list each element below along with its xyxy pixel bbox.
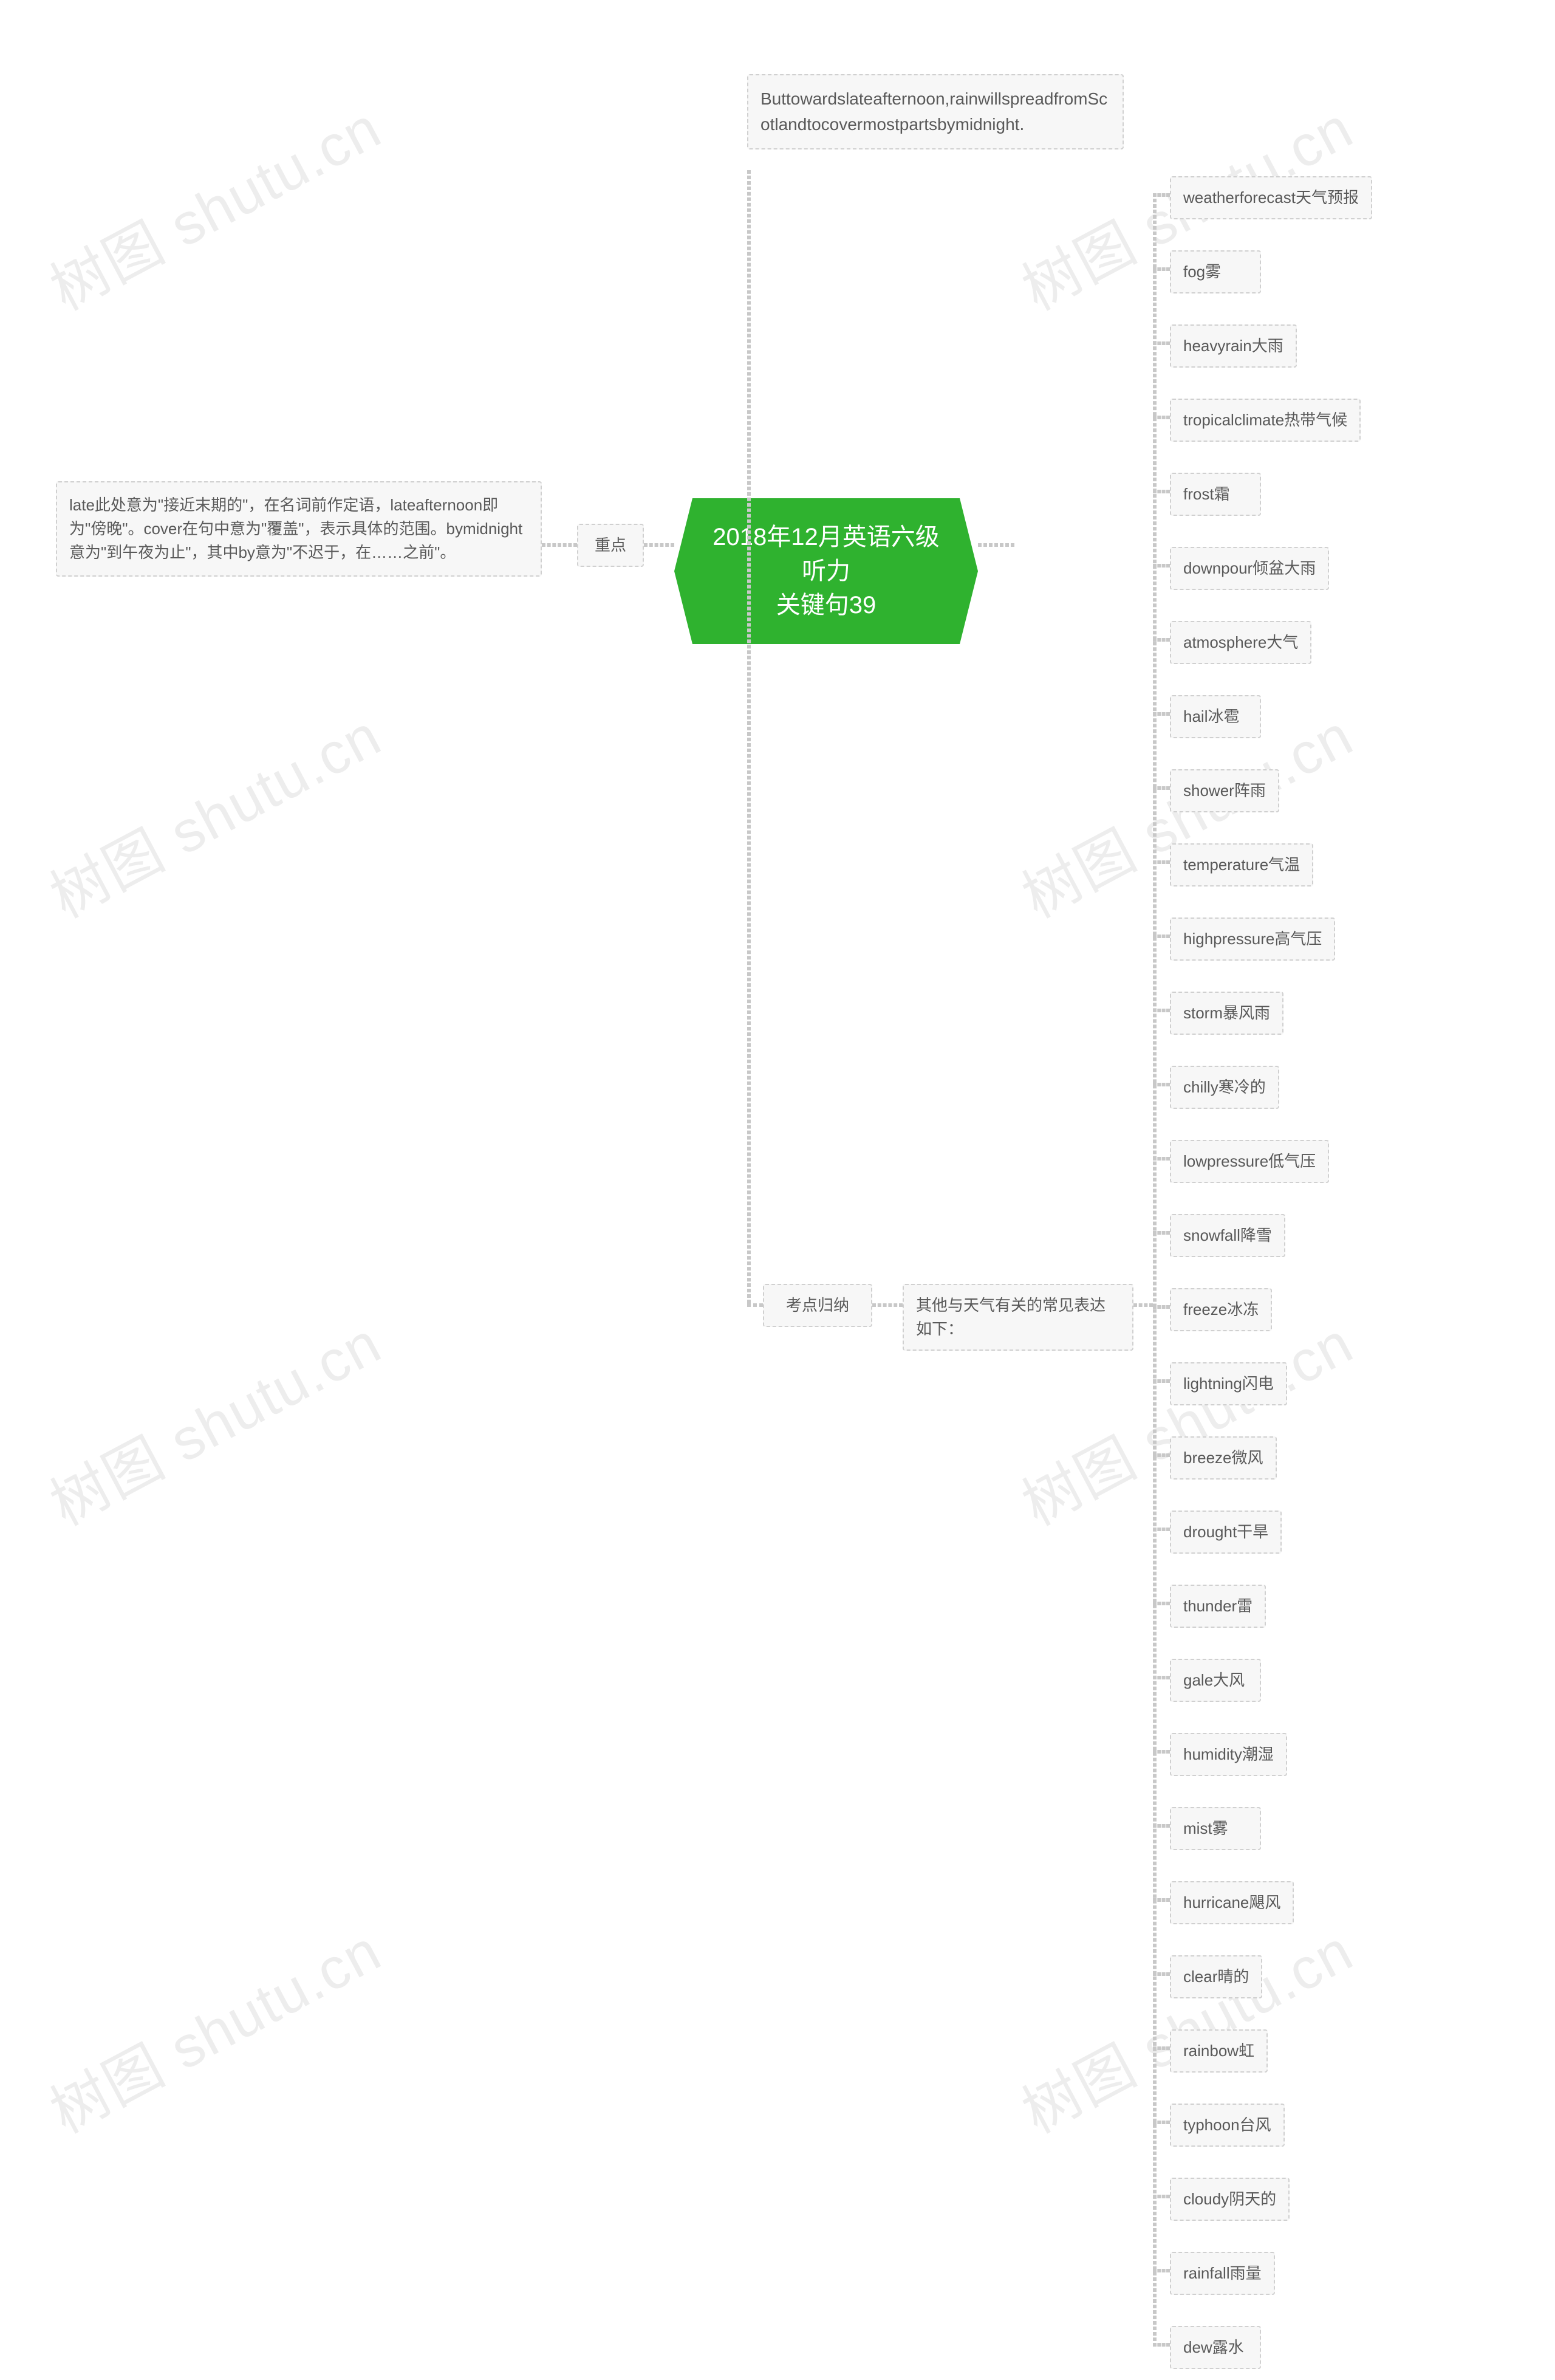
term-node: rainbow虹 [1170, 2029, 1268, 2073]
term-node: hurricane飓风 [1170, 1881, 1294, 1924]
connector [1153, 1083, 1170, 1086]
term-node: dew露水 [1170, 2326, 1261, 2369]
term-node: freeze冰冻 [1170, 1288, 1272, 1331]
term-node: thunder雷 [1170, 1585, 1266, 1628]
term-node: heavyrain大雨 [1170, 324, 1297, 368]
connector [1153, 1528, 1170, 1531]
term-node: drought干旱 [1170, 1511, 1282, 1554]
term-node: shower阵雨 [1170, 769, 1279, 812]
term-node: highpressure高气压 [1170, 917, 1335, 961]
connector [1153, 341, 1170, 345]
connector [1153, 860, 1170, 864]
kaodian-label: 考点归纳 [763, 1284, 872, 1327]
connector-vtrunk [747, 170, 751, 1303]
term-node: cloudy阴天的 [1170, 2178, 1290, 2221]
connector [1153, 1453, 1170, 1457]
connector [1153, 1898, 1170, 1902]
term-node: downpour倾盆大雨 [1170, 547, 1329, 590]
connector [1153, 1379, 1170, 1383]
term-node: humidity潮湿 [1170, 1733, 1287, 1776]
connector [1153, 1231, 1170, 1235]
watermark: 树图 shutu.cn [34, 1905, 394, 2149]
sentence-box: Buttowardslateafternoon,rainwillspreadfr… [747, 74, 1124, 149]
term-node: snowfall降雪 [1170, 1214, 1285, 1257]
term-node: frost霜 [1170, 473, 1261, 516]
connector [1153, 2195, 1170, 2198]
connector [1153, 935, 1170, 938]
center-node: 2018年12月英语六级听力 关键句39 [674, 498, 978, 644]
connector [1153, 2046, 1170, 2050]
connector [1153, 1305, 1170, 1309]
term-node: chilly寒冷的 [1170, 1066, 1279, 1109]
connector [1153, 193, 1170, 197]
connector-terms-vtrunk [1153, 193, 1157, 2347]
term-node: tropicalclimate热带气候 [1170, 399, 1361, 442]
term-node: rainfall雨量 [1170, 2252, 1275, 2295]
connector [1153, 564, 1170, 568]
connector [1153, 1824, 1170, 1828]
left-branch-label: 重点 [577, 524, 644, 567]
left-note: late此处意为"接近末期的"，在名词前作定语，lateafternoon即为"… [56, 481, 542, 577]
connector [1153, 1972, 1170, 1976]
term-node: lightning闪电 [1170, 1362, 1287, 1405]
watermark: 树图 shutu.cn [34, 1298, 394, 1542]
connector [1153, 490, 1170, 493]
connector [1153, 267, 1170, 271]
term-node: temperature气温 [1170, 843, 1313, 886]
kaodian-sub-label: 其他与天气有关的常见表达如下： [903, 1284, 1133, 1351]
connector [542, 543, 577, 547]
connector [1153, 416, 1170, 419]
term-node: typhoon台风 [1170, 2104, 1285, 2147]
connector [1153, 1009, 1170, 1012]
connector [872, 1303, 903, 1307]
term-node: weatherforecast天气预报 [1170, 176, 1372, 219]
connector [1153, 2121, 1170, 2124]
term-node: atmosphere大气 [1170, 621, 1311, 664]
connector [978, 543, 1014, 547]
term-node: breeze微风 [1170, 1436, 1277, 1480]
connector [1153, 1750, 1170, 1754]
connector [1133, 1303, 1153, 1307]
term-node: mist雾 [1170, 1807, 1261, 1850]
connector [1153, 2343, 1170, 2347]
watermark: 树图 shutu.cn [34, 83, 394, 326]
term-node: lowpressure低气压 [1170, 1140, 1329, 1183]
term-node: storm暴风雨 [1170, 992, 1283, 1035]
connector [1153, 1676, 1170, 1679]
connector [1153, 786, 1170, 790]
term-node: hail冰雹 [1170, 695, 1261, 738]
connector [747, 1303, 763, 1307]
term-node: gale大风 [1170, 1659, 1261, 1702]
connector [1153, 2269, 1170, 2272]
connector [1153, 1157, 1170, 1161]
term-node: clear晴的 [1170, 1955, 1262, 1998]
center-title-line1: 2018年12月英语六级听力 [701, 520, 951, 588]
connector [1153, 638, 1170, 642]
connector [1153, 1602, 1170, 1605]
watermark: 树图 shutu.cn [34, 690, 394, 934]
term-node: fog雾 [1170, 250, 1261, 293]
connector [1153, 712, 1170, 716]
connector [644, 543, 674, 547]
center-title-line2: 关键句39 [701, 588, 951, 622]
